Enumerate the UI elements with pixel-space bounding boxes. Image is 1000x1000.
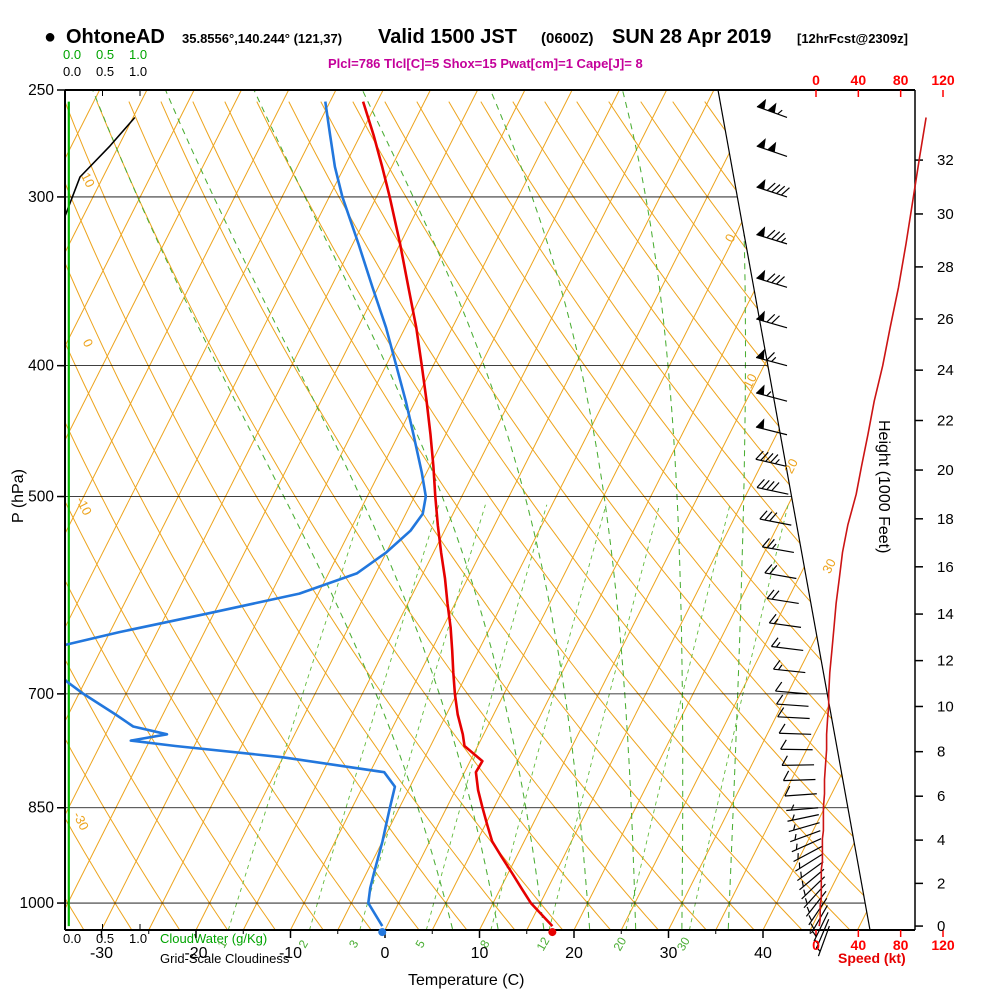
cloud-scale-bottom: 0.0 0.5 1.0 — [63, 931, 162, 946]
svg-text:0: 0 — [812, 937, 820, 953]
svg-text:-30: -30 — [90, 945, 113, 962]
svg-text:22: 22 — [937, 413, 954, 430]
svg-text:4: 4 — [937, 832, 945, 849]
svg-text:1000: 1000 — [20, 895, 55, 912]
svg-text:20: 20 — [937, 462, 954, 479]
scale-value: 1.0 — [129, 931, 148, 946]
svg-text:30: 30 — [819, 556, 839, 576]
svg-text:40: 40 — [754, 945, 772, 962]
svg-text:40: 40 — [851, 937, 867, 953]
svg-text:18: 18 — [937, 511, 954, 528]
svg-text:10: 10 — [471, 945, 489, 962]
svg-text:20: 20 — [565, 945, 583, 962]
temperature-axis-label: Temperature (C) — [408, 972, 525, 989]
svg-text:30: 30 — [660, 945, 678, 962]
cloudwater-axis-label: CloudWater (g/Kg) — [160, 931, 268, 946]
scale-value: 0.0 — [63, 64, 82, 79]
scale-value: 0.0 — [63, 47, 82, 62]
svg-text:850: 850 — [28, 800, 54, 817]
profiles — [65, 101, 554, 927]
svg-text:20: 20 — [610, 934, 629, 953]
svg-text:0: 0 — [381, 945, 390, 962]
cloudwater-scale-top: 0.0 0.5 1.0 — [63, 47, 162, 62]
station-coords: 35.8556°,140.244° (121,37) — [182, 31, 343, 46]
valid-time: Valid 1500 JST — [378, 26, 517, 48]
station-bullet: ● — [44, 26, 57, 48]
svg-text:250: 250 — [28, 82, 54, 99]
wind-barbs — [755, 98, 830, 957]
scale-value: 0.5 — [96, 931, 115, 946]
svg-text:0: 0 — [80, 336, 97, 349]
svg-text:-20: -20 — [184, 945, 207, 962]
scale-value: 0.0 — [63, 931, 82, 946]
cloudiness-scale-top: 0.0 0.5 1.0 — [63, 64, 162, 79]
svg-text:12: 12 — [937, 653, 954, 670]
grid-lines — [65, 90, 870, 930]
scale-value: 0.5 — [96, 47, 115, 62]
valid-utc: (0600Z) — [541, 30, 594, 47]
svg-text:30: 30 — [674, 934, 693, 953]
cloudiness-axis-label: Grid-Scale Cloudiness — [160, 951, 290, 966]
svg-text:-30: -30 — [70, 809, 92, 833]
scale-value: 1.0 — [129, 47, 148, 62]
svg-text:-10: -10 — [279, 945, 302, 962]
svg-text:10: 10 — [740, 371, 760, 391]
svg-text:1: 1 — [214, 937, 230, 950]
svg-text:26: 26 — [937, 311, 954, 328]
axes — [57, 89, 944, 938]
svg-text:3: 3 — [346, 937, 362, 950]
svg-text:30: 30 — [937, 206, 954, 223]
forecast-ref: [12hrFcst@2309z] — [797, 31, 908, 46]
svg-text:-10: -10 — [73, 494, 95, 518]
svg-text:28: 28 — [937, 259, 954, 276]
svg-text:12: 12 — [534, 934, 553, 953]
svg-text:80: 80 — [893, 937, 909, 953]
svg-text:16: 16 — [937, 559, 954, 576]
station-name: OhtoneAD — [66, 26, 165, 48]
svg-text:20: 20 — [781, 456, 801, 476]
svg-text:40: 40 — [851, 72, 867, 88]
speed-axis-label: Speed (kt) — [838, 950, 906, 966]
svg-text:0: 0 — [937, 918, 945, 935]
svg-text:0: 0 — [812, 72, 820, 88]
svg-text:6: 6 — [937, 788, 945, 805]
svg-text:14: 14 — [937, 606, 954, 623]
svg-text:120: 120 — [931, 72, 955, 88]
valid-date: SUN 28 Apr 2019 — [612, 26, 772, 48]
svg-text:400: 400 — [28, 358, 54, 375]
svg-text:700: 700 — [28, 686, 54, 703]
svg-text:8: 8 — [937, 744, 945, 761]
svg-text:32: 32 — [937, 152, 954, 169]
scale-value: 0.5 — [96, 64, 115, 79]
scale-value: 1.0 — [129, 64, 148, 79]
svg-text:80: 80 — [893, 72, 909, 88]
svg-text:24: 24 — [937, 362, 954, 379]
svg-text:10: 10 — [937, 698, 954, 715]
svg-text:120: 120 — [931, 937, 955, 953]
svg-text:5: 5 — [413, 937, 429, 950]
svg-text:500: 500 — [28, 489, 54, 506]
svg-text:2: 2 — [937, 875, 945, 892]
svg-text:300: 300 — [28, 189, 54, 206]
svg-text:10: 10 — [78, 170, 98, 190]
stability-parameters: Plcl=786 Tlcl[C]=5 Shox=15 Pwat[cm]=1 Ca… — [328, 56, 643, 71]
